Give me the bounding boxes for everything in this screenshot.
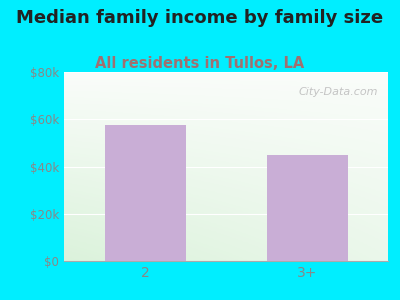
- Bar: [266, 155, 348, 261]
- Bar: [104, 125, 186, 261]
- Text: All residents in Tullos, LA: All residents in Tullos, LA: [95, 56, 305, 70]
- Text: City-Data.com: City-Data.com: [299, 87, 378, 97]
- Text: Median family income by family size: Median family income by family size: [16, 9, 384, 27]
